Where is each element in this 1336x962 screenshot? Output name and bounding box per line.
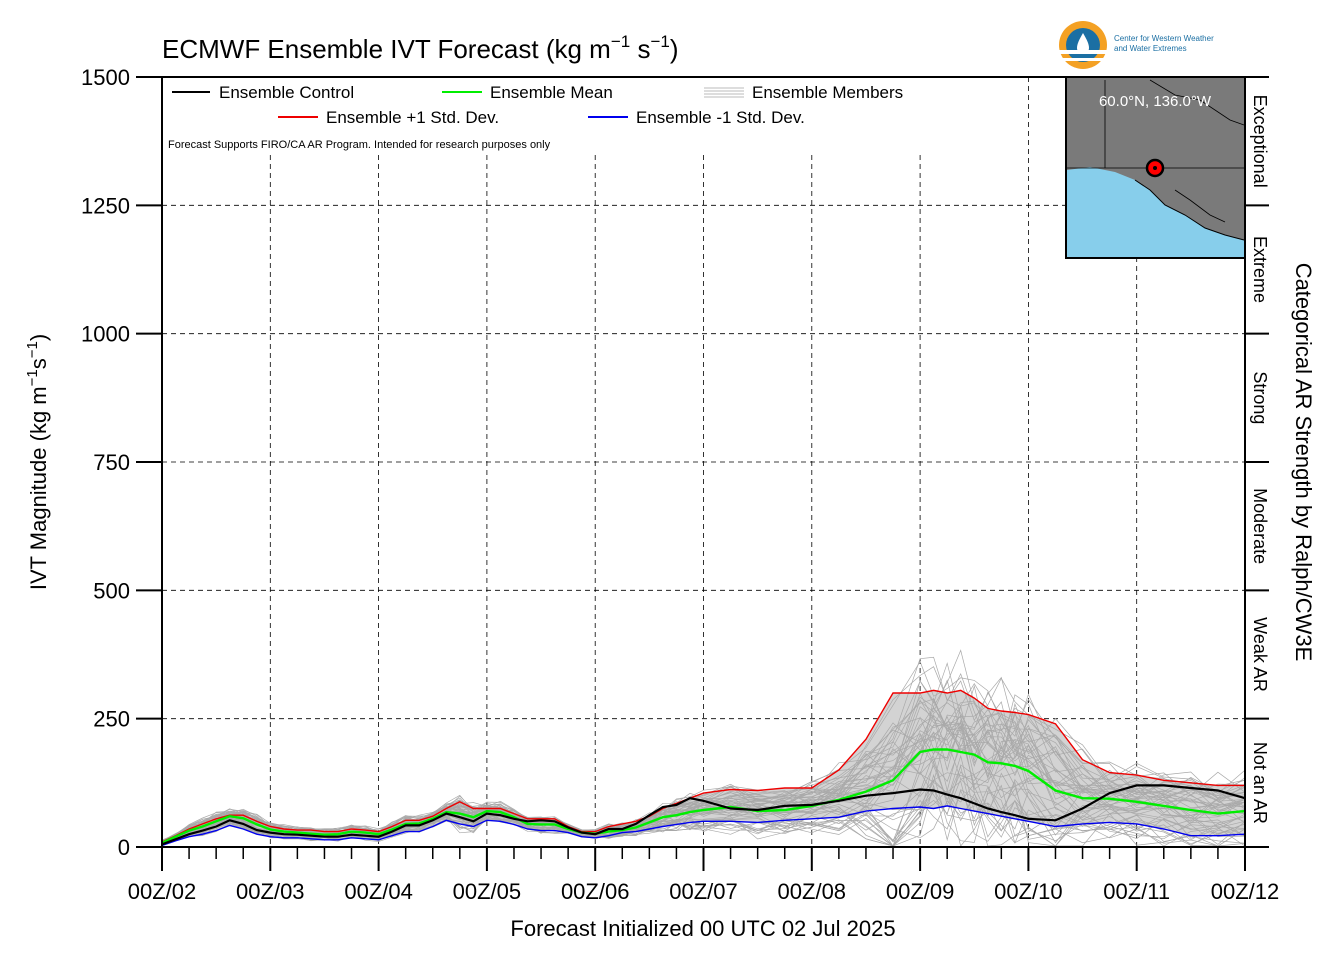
inset-map: 60.0°N, 136.0°W <box>1065 76 1246 259</box>
control-line <box>161 784 1246 846</box>
legend-label-members: Ensemble Members <box>752 83 903 102</box>
y-tick-label: 1250 <box>81 193 130 218</box>
x-tick-label: 00Z/09 <box>886 879 955 904</box>
x-tick-label: 00Z/05 <box>453 879 522 904</box>
ensemble-member-line <box>161 691 1246 841</box>
plus-sd-line <box>161 689 1245 843</box>
legend-label-control: Ensemble Control <box>219 83 354 102</box>
y-tick-label: 0 <box>118 835 130 860</box>
category-label: Strong <box>1250 371 1270 424</box>
category-label: Exceptional <box>1250 95 1270 188</box>
category-label: Moderate <box>1250 488 1270 564</box>
inset-location-label: 60.0°N, 136.0°W <box>1099 93 1212 110</box>
chart-title: ECMWF Ensemble IVT Forecast (kg m−1 s−1) <box>162 32 679 64</box>
y-tick-label: 750 <box>93 450 130 475</box>
x-tick-label: 00Z/04 <box>344 879 413 904</box>
x-tick-label: 00Z/03 <box>236 879 305 904</box>
x-tick-label: 00Z/10 <box>994 879 1063 904</box>
y-tick-label: 250 <box>93 707 130 732</box>
y-tick-label: 1500 <box>81 65 130 90</box>
x-tick-label: 00Z/07 <box>669 879 738 904</box>
right-axis-label: Categorical AR Strength by Ralph/CW3E <box>1291 263 1316 662</box>
minus-sd-line <box>161 805 1246 847</box>
category-label: Weak AR <box>1250 617 1270 692</box>
x-tick-label: 00Z/08 <box>778 879 847 904</box>
y-tick-label: 500 <box>93 578 130 603</box>
legend-swatch-members <box>704 87 744 98</box>
legend-label-mean: Ensemble Mean <box>490 83 613 102</box>
x-tick-label: 00Z/06 <box>561 879 630 904</box>
legend-label-minus-sd: Ensemble -1 Std. Dev. <box>636 108 805 127</box>
inset-ocean <box>1067 167 1244 257</box>
y-tick-label: 1000 <box>81 322 130 347</box>
series-lines <box>161 689 1246 847</box>
legend-label-plus-sd: Ensemble +1 Std. Dev. <box>326 108 499 127</box>
x-axis-label: Forecast Initialized 00 UTC 02 Jul 2025 <box>510 916 895 941</box>
cw3e-logo: Center for Western Weather and Water Ext… <box>1059 21 1214 69</box>
logo-line2: and Water Extremes <box>1114 44 1187 53</box>
logo-line1: Center for Western Weather <box>1114 34 1214 43</box>
x-tick-label: 00Z/11 <box>1103 879 1170 904</box>
category-label: Extreme <box>1250 236 1270 303</box>
x-tick-label: 00Z/12 <box>1211 879 1280 904</box>
legend: Ensemble Control Ensemble Mean Ensemble … <box>172 83 903 127</box>
y-axis-label: IVT Magnitude (kg m−1s−1) <box>24 334 51 590</box>
research-note: Forecast Supports FIRO/CA AR Program. In… <box>168 139 551 151</box>
x-tick-label: 00Z/02 <box>128 879 197 904</box>
axes: 0 250 500 750 1000 1250 1500 Not an AR Weak AR Mo… <box>81 65 1279 904</box>
category-label: Not an AR <box>1250 742 1270 824</box>
